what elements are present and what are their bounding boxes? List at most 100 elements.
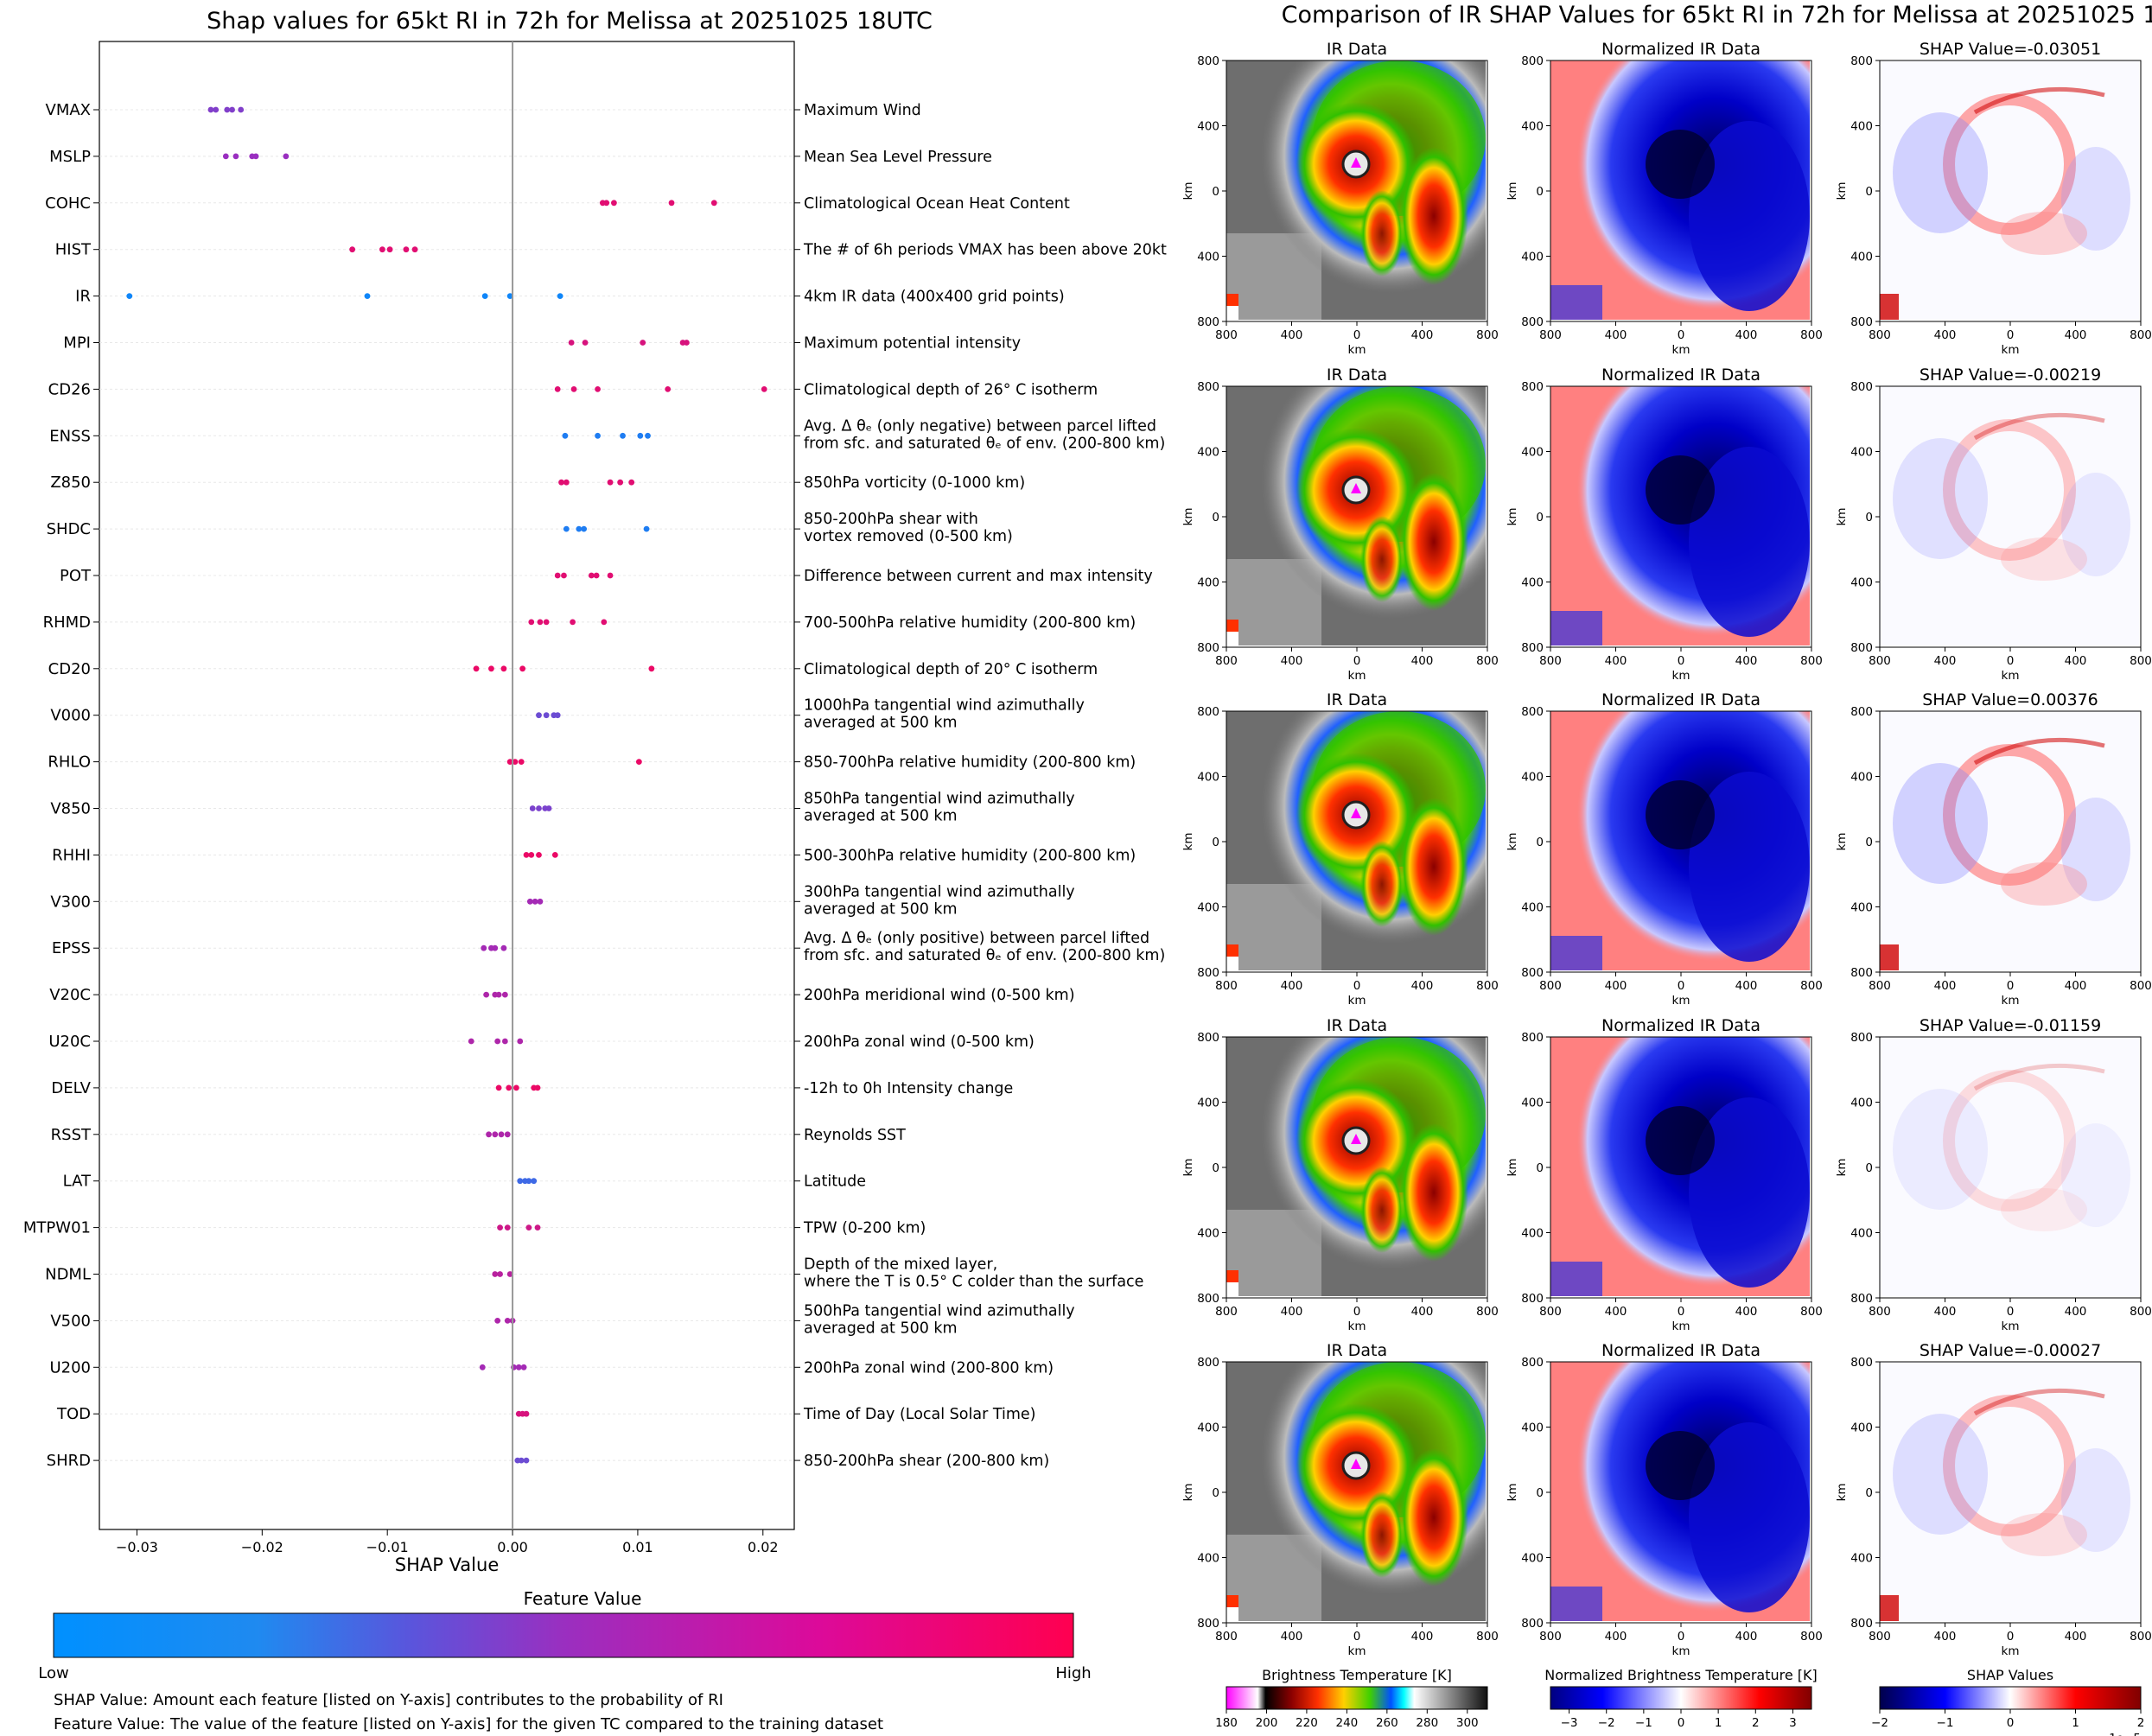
x-tick-label: 800 (1476, 654, 1499, 668)
x-axis-label: km (1672, 1319, 1690, 1333)
x-axis-label: km (1348, 343, 1366, 357)
y-tick-label: 800 (1197, 1356, 1219, 1370)
y-tick-label: 400 (1850, 1227, 1873, 1241)
shap-point (534, 1224, 541, 1230)
y-tick-label: 400 (1521, 446, 1544, 460)
panel-row1-col2: Normalized IR Data8008004004000040040080… (1506, 40, 1823, 357)
panel-title: Normalized IR Data (1601, 1016, 1760, 1035)
shap-point (536, 712, 542, 719)
x-axis-label: km (1348, 669, 1366, 683)
panel-image (1880, 386, 2139, 645)
feature-description: 850hPa vorticity (0-1000 km) (804, 474, 1025, 492)
shap-point (637, 432, 644, 439)
shap-negative-region (1893, 1089, 1988, 1210)
x-tick-label: 800 (1476, 328, 1499, 342)
feature-label: IR (75, 288, 91, 306)
x-tick-label: 800 (2130, 654, 2152, 668)
shap-positive-band (1973, 1063, 2105, 1091)
colorbar-tick-label: −2 (1871, 1716, 1888, 1730)
y-tick-label: 0 (1865, 511, 1873, 525)
x-tick-label: 400 (2065, 1630, 2087, 1644)
shap-point (526, 898, 533, 905)
shap-point (523, 1410, 530, 1417)
feature-row-cd20: CD20 Climatological depth of 20° C isothe… (48, 660, 1098, 678)
x-tick-label: 800 (1215, 1630, 1238, 1644)
x-tick-label: 0 (2007, 1305, 2015, 1319)
shap-point (665, 386, 672, 392)
x-tick-label: 400 (1411, 1630, 1434, 1644)
y-tick-label: 800 (1521, 1617, 1544, 1631)
y-tick-label: 400 (1521, 1552, 1544, 1566)
x-tick-label: 400 (2065, 328, 2087, 342)
shap-point (515, 1364, 522, 1370)
y-axis-label: km (1181, 1159, 1195, 1177)
colorbar-tick-label: −1 (1937, 1716, 1954, 1730)
shap-point (403, 246, 410, 253)
y-tick-label: 400 (1850, 251, 1873, 264)
x-tick-label: 800 (1539, 654, 1562, 668)
x-tick-label: 800 (1800, 1305, 1823, 1319)
shap-positive-ring (1943, 1395, 2076, 1536)
feature-row-u20c: U20C 200hPa zonal wind (0-500 km) (48, 1033, 1035, 1051)
shap-positive-region (2001, 537, 2087, 581)
shap-point (558, 479, 564, 486)
colorbar-tick-label: 260 (1376, 1716, 1398, 1730)
y-tick-label: 800 (1521, 1031, 1544, 1045)
feature-description: Difference between current and max inten… (804, 568, 1153, 585)
norm-core (1646, 455, 1715, 525)
shap-point (283, 153, 290, 160)
plot-frame (99, 41, 795, 1530)
feature-row-rsst: RSST Reynolds SST (51, 1126, 907, 1144)
shap-point (519, 665, 526, 672)
x-tick-label: 800 (1476, 1305, 1499, 1319)
shap-point (481, 944, 487, 951)
norm-rainband (1689, 447, 1810, 637)
y-tick-label: 400 (1521, 771, 1544, 785)
shap-point (506, 1084, 513, 1091)
shap-point (562, 432, 569, 439)
y-tick-label: 800 (1850, 1031, 1873, 1045)
feature-row-ndml: NDML Depth of the mixed layer,where the T… (45, 1256, 1143, 1291)
feature-description: Mean Sea Level Pressure (804, 149, 992, 166)
feature-row-epss: EPSS Avg. Δ θₑ (only positive) between pa… (52, 930, 1165, 964)
feature-label: SHRD (47, 1452, 91, 1470)
shap-negative-region (2061, 1123, 2130, 1227)
x-tick-label: 400 (1281, 979, 1303, 993)
feature-row-rhmd: RHMD 700-500hPa relative humidity (200-80… (43, 614, 1136, 632)
x-tick-label: 400 (1934, 654, 1957, 668)
shap-negative-region (2061, 147, 2130, 251)
feature-description: from sfc. and saturated θₑ of env. (200-… (804, 435, 1165, 452)
feature-description: -12h to 0h Intensity change (804, 1080, 1013, 1097)
shap-background (1880, 386, 2139, 645)
ir-rainband (1399, 1123, 1468, 1262)
y-tick-label: 800 (1521, 966, 1544, 980)
feature-row-vmax: VMAX Maximum Wind (46, 101, 921, 119)
storm-center-marker (1351, 157, 1361, 168)
colorbar-tick-label: −3 (1561, 1716, 1578, 1730)
x-tick-label: 0 (1353, 654, 1361, 668)
feature-label: MPI (63, 334, 91, 353)
norm-core (1646, 130, 1715, 199)
feature-row-shrd: SHRD 850-200hPa shear (200-800 km) (47, 1452, 1050, 1470)
ir-rainband (1399, 147, 1468, 285)
shap-point (648, 665, 655, 672)
shap-point (570, 619, 576, 626)
panel-title: SHAP Value=-0.00219 (1920, 366, 2101, 385)
shap-point (532, 898, 538, 905)
shap-point (543, 619, 550, 626)
y-tick-label: 400 (1521, 576, 1544, 590)
shap-point (528, 852, 535, 858)
y-tick-label: 400 (1850, 120, 1873, 134)
x-axis-label: km (1348, 1319, 1366, 1333)
feature-description: 850-700hPa relative humidity (200-800 km… (804, 754, 1136, 772)
y-tick-label: 0 (1536, 511, 1544, 525)
shap-point (213, 106, 220, 113)
feature-description: averaged at 500 km (804, 1319, 958, 1337)
feature-label: MSLP (49, 148, 91, 166)
colorbar-high-label: High (1055, 1664, 1091, 1682)
panel-row3-col2: Normalized IR Data8008004004000040040080… (1506, 690, 1823, 1008)
shap-point (523, 852, 530, 858)
y-tick-label: 0 (1536, 1486, 1544, 1500)
